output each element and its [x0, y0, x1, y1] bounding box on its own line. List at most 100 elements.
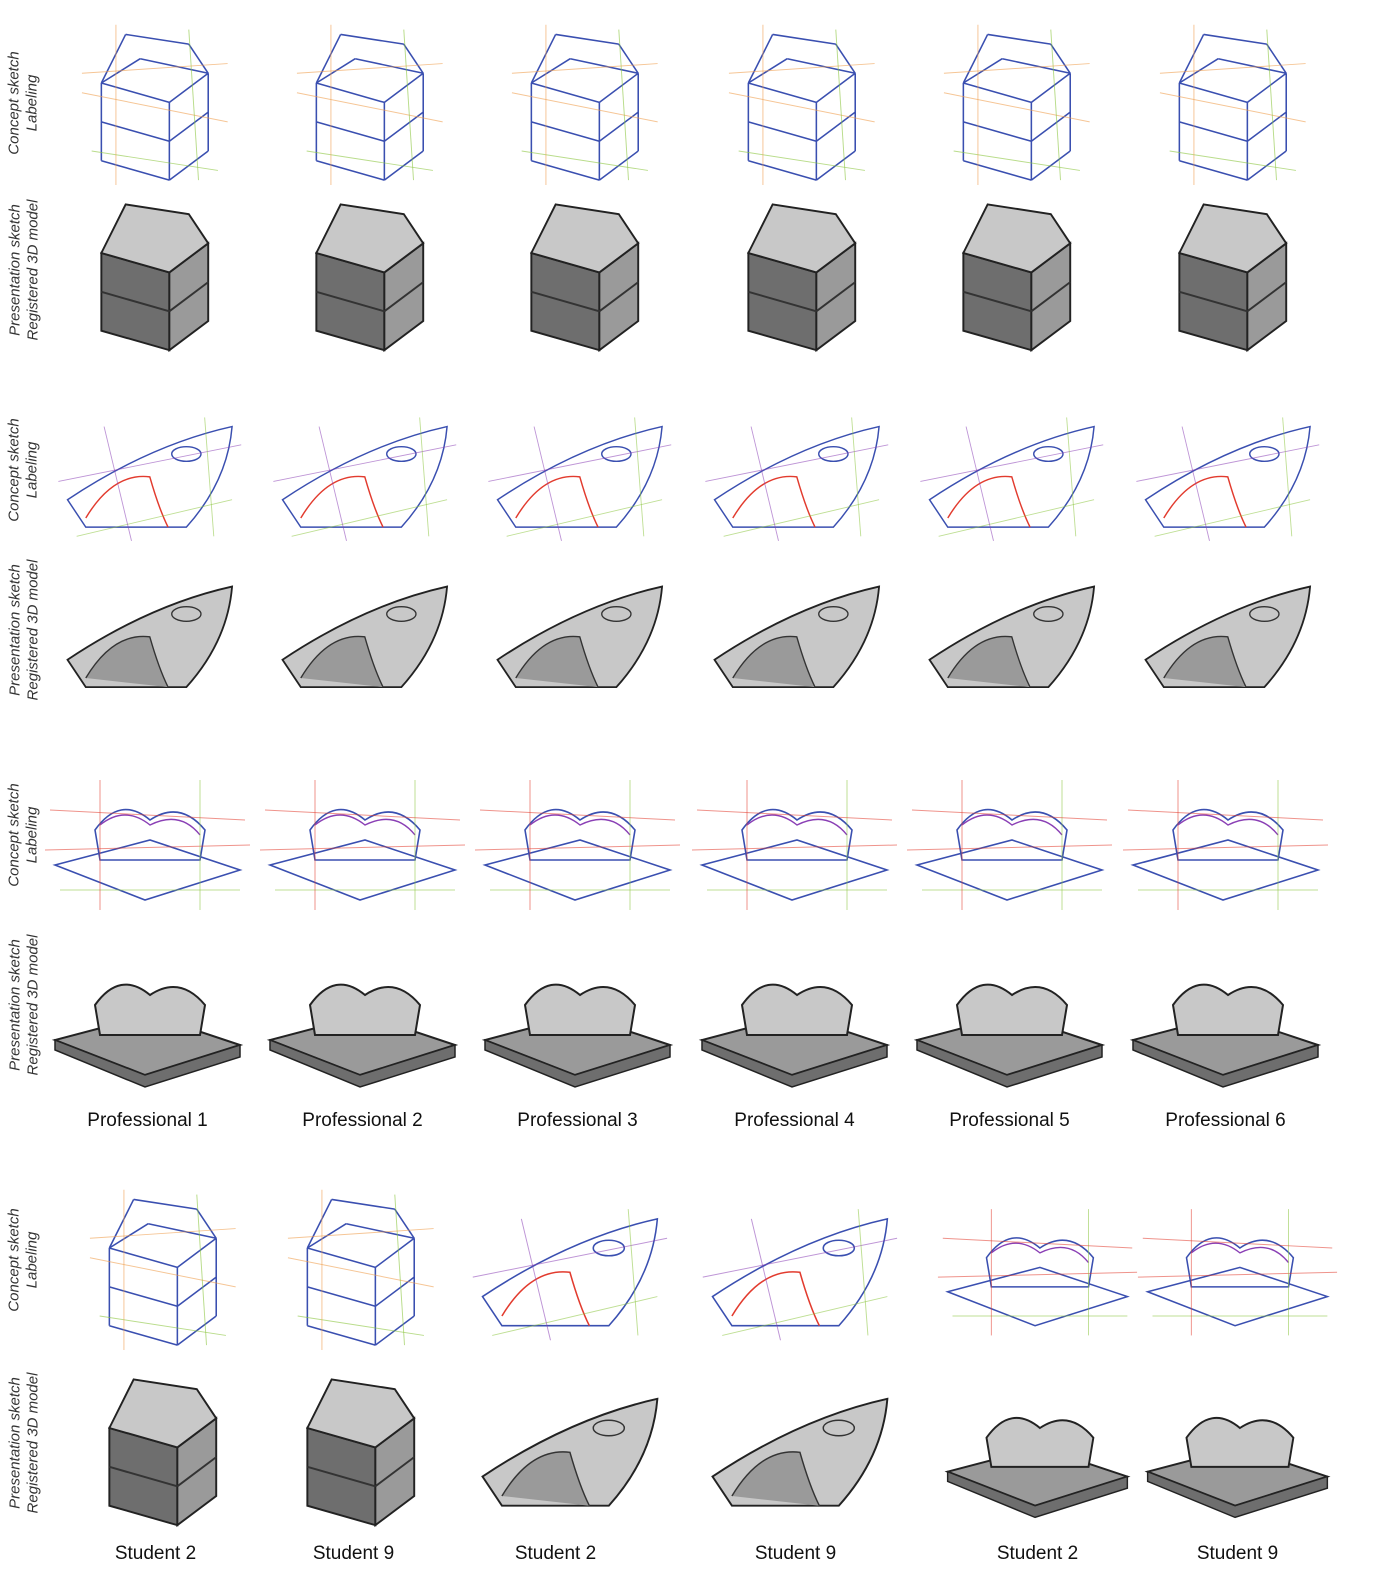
sketch-stroke: [570, 57, 639, 75]
construction-line: [1137, 1271, 1338, 1278]
model-surface: [85, 635, 169, 688]
construction-line: [188, 29, 199, 181]
presentation-model-house: [255, 185, 470, 355]
sketch-stroke: [1030, 72, 1071, 104]
sketch-svg: [920, 417, 1104, 541]
presentation-model-tray: [687, 925, 902, 1100]
construction-line: [920, 444, 1104, 482]
sketch-stroke: [962, 34, 989, 84]
model-face: [99, 203, 210, 274]
student-sketch-tray: [930, 1180, 1145, 1350]
construction-line: [318, 426, 347, 541]
construction-line: [937, 1271, 1138, 1278]
concept-sketch-tray: [1118, 750, 1333, 925]
construction-line: [750, 426, 779, 541]
row-label-line-1: Presentation sketch: [6, 939, 23, 1071]
sketch-hole: [817, 445, 849, 463]
construction-line: [49, 809, 246, 821]
sketch-hole: [822, 1239, 856, 1257]
sketch-stroke: [555, 33, 619, 45]
sketch-stroke: [85, 475, 169, 528]
construction-line: [750, 1218, 781, 1341]
sketch-svg: [691, 780, 898, 910]
label-student-3: Student 2: [514, 1543, 597, 1564]
sketch-svg: [713, 585, 881, 689]
construction-line: [296, 63, 443, 74]
sketch-stroke: [125, 33, 189, 45]
sketch-stroke: [307, 1247, 376, 1269]
sketch-stroke: [963, 121, 1032, 143]
sketch-stroke: [1163, 475, 1247, 528]
construction-line: [511, 92, 658, 123]
presentation-model-tray: [1118, 925, 1333, 1100]
student-model-house: [48, 1360, 263, 1530]
model-top: [955, 983, 1069, 1036]
sketch-stroke: [748, 121, 817, 143]
label-professional-2: Professional 2: [302, 1110, 423, 1131]
construction-line: [403, 29, 414, 181]
sketch-stroke: [1266, 43, 1287, 74]
sketch-svg: [496, 585, 664, 689]
construction-line: [89, 1257, 236, 1288]
sketch-stroke: [961, 814, 1063, 836]
construction-line: [938, 499, 1095, 537]
sketch-svg: [711, 1397, 889, 1507]
construction-line: [943, 63, 1090, 74]
sketch-stroke: [383, 72, 424, 104]
construction-line: [1066, 417, 1077, 537]
sketch-stroke: [316, 82, 385, 104]
sketch-svg: [511, 24, 658, 185]
construction-line: [1142, 1237, 1333, 1249]
sketch-svg: [906, 780, 1113, 910]
label-professional-3: Professional 3: [517, 1110, 638, 1131]
construction-line: [479, 809, 676, 821]
construction-line: [492, 1296, 658, 1336]
sketch-stroke: [815, 72, 856, 104]
sketch-hole: [170, 445, 202, 463]
sketch-stroke: [133, 1198, 197, 1210]
sketch-svg: [472, 1209, 668, 1341]
sketch-svg: [51, 983, 244, 1088]
model-edge: [748, 290, 817, 313]
row-label-presentation-4: Presentation sketch Registered 3D model: [0, 1355, 48, 1530]
model-surface: [947, 635, 1031, 688]
model-base: [946, 1470, 1129, 1519]
construction-line: [965, 426, 994, 541]
construction-line: [911, 809, 1108, 821]
sketch-stroke: [529, 814, 631, 836]
student-model-house: [246, 1360, 461, 1530]
presentation-model-tray: [902, 925, 1117, 1100]
construction-line: [81, 63, 228, 74]
concept-sketch-sheet: [40, 390, 255, 550]
label-student-4: Student 9: [754, 1543, 837, 1564]
construction-line: [58, 444, 242, 482]
sketch-hole: [1248, 445, 1280, 463]
sketch-stroke: [732, 475, 816, 528]
sketch-stroke: [176, 1237, 217, 1269]
label-professional-5: Professional 5: [949, 1110, 1070, 1131]
model-base: [1132, 1038, 1319, 1088]
sketch-svg: [89, 1189, 236, 1350]
model-hole: [822, 1419, 856, 1437]
sketch-stroke: [340, 33, 404, 45]
sketch-stroke: [316, 121, 385, 143]
sketch-svg: [746, 203, 857, 353]
sketch-stroke: [731, 1271, 821, 1327]
construction-line: [196, 1194, 207, 1346]
sketch-svg: [481, 983, 674, 1088]
sketch-stroke: [315, 34, 342, 84]
student-model-tray: [930, 1360, 1145, 1530]
presentation-model-house: [1118, 185, 1333, 355]
construction-line: [76, 499, 233, 537]
construction-line: [1050, 29, 1061, 181]
sketch-svg: [943, 24, 1090, 185]
sketch-stroke: [1246, 72, 1287, 104]
model-face: [746, 203, 857, 274]
sketch-stroke: [300, 475, 384, 528]
construction-line: [297, 1315, 425, 1336]
construction-line: [419, 417, 430, 537]
model-edge: [1179, 290, 1248, 313]
sketch-stroke: [101, 82, 170, 104]
model-edge: [1030, 281, 1071, 313]
model-surface: [515, 635, 599, 688]
